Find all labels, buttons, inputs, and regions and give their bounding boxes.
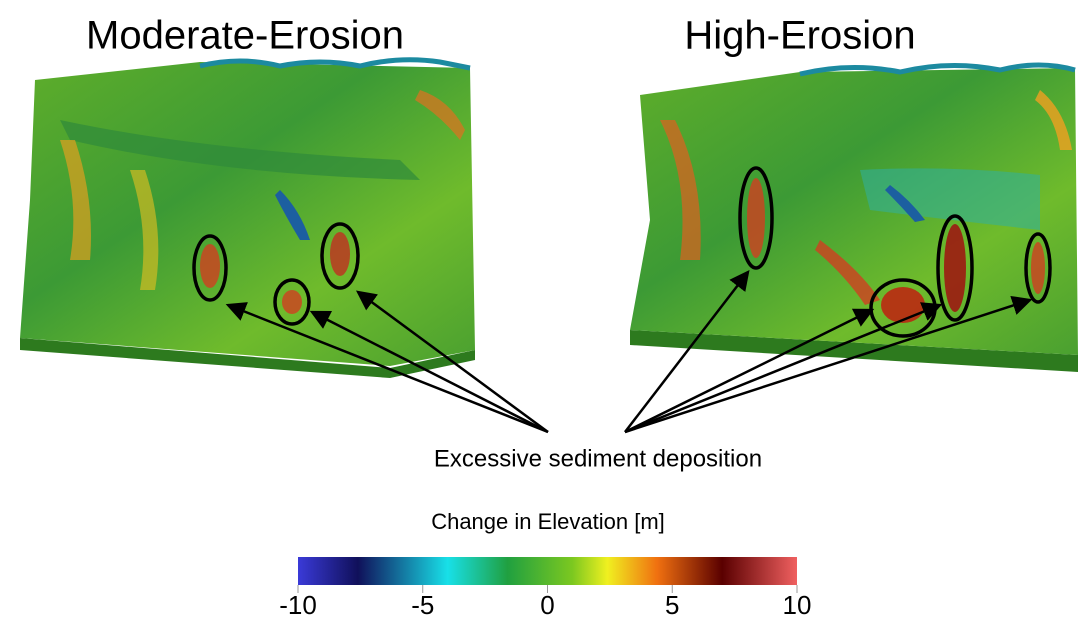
terrain-right xyxy=(630,62,1078,372)
tick-label: 0 xyxy=(540,590,554,620)
colorbar-ticks: -10 -5 0 5 10 xyxy=(279,585,811,620)
panel-title: High-Erosion xyxy=(684,14,915,58)
panel-title: Moderate-Erosion xyxy=(86,14,404,58)
colorbar xyxy=(298,557,797,585)
tick-label: -5 xyxy=(411,590,434,620)
tick-label: 10 xyxy=(783,590,812,620)
tick-label: -10 xyxy=(279,590,317,620)
tick-label: 5 xyxy=(665,590,679,620)
annotation: Excessive sediment deposition xyxy=(434,445,762,472)
colorbar-title: Change in Elevation [m] xyxy=(431,509,665,534)
terrain-left xyxy=(20,57,475,378)
arrows xyxy=(225,270,1033,434)
